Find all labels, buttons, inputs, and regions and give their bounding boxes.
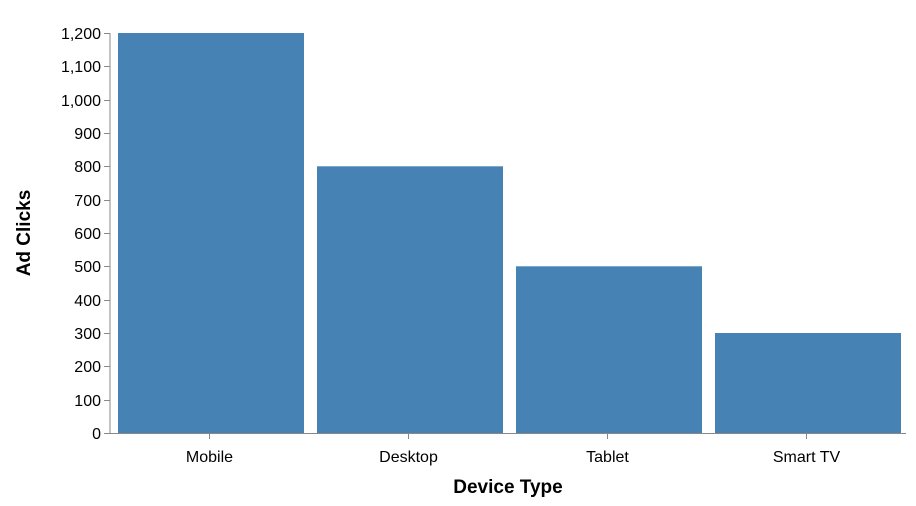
y-axis-title: Ad Clicks [14,190,35,277]
x-tick-label: Desktop [379,449,438,466]
x-tick-label: Mobile [186,449,233,466]
y-tick-label: 1,200 [61,26,101,43]
y-tick-label: 1,000 [61,93,101,110]
y-tick-label: 1,100 [61,59,101,76]
bar-mobile [118,33,304,433]
x-axis-title: Device Type [453,477,562,498]
x-axis: Mobile Desktop Tablet Smart TV [110,433,906,466]
y-tick-label: 900 [74,126,101,143]
y-axis: 0 100 200 300 400 500 600 700 800 900 1,000 1,100 1,… [61,26,111,443]
y-tick-label: 400 [74,293,101,310]
y-tick-label: 200 [74,359,101,376]
y-tick-label: 0 [92,426,101,443]
bars-group [118,33,901,434]
x-tick-label: Smart TV [773,449,841,466]
y-tick-label: 100 [74,393,101,410]
bar-desktop [317,166,503,434]
y-tick-label: 600 [74,226,101,243]
y-tick-label: 500 [74,259,101,276]
x-tick-label: Tablet [586,449,629,466]
bar-smart-tv [715,333,901,433]
y-tick-label: 800 [74,159,101,176]
bar-tablet [516,266,702,433]
y-tick-label: 300 [74,326,101,343]
y-tick-label: 700 [74,193,101,210]
